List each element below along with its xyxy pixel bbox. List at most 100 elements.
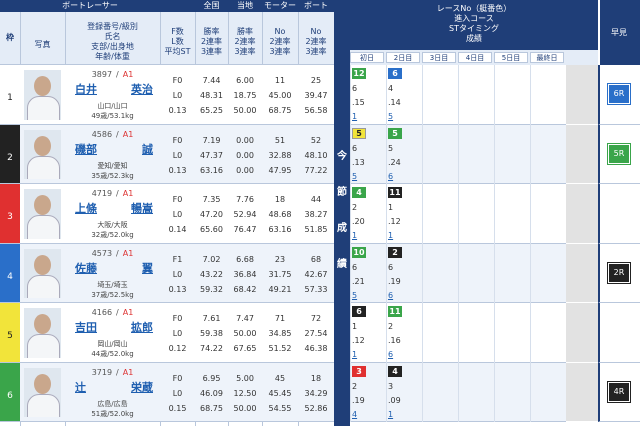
waku-number: 2	[7, 152, 13, 163]
day-label: 3日目	[429, 54, 449, 62]
header-photo: 写真	[34, 40, 51, 49]
header-fl: F数	[171, 27, 184, 36]
stat-motor: 23	[274, 254, 286, 264]
day-divider	[386, 124, 387, 184]
stat-boat: 34.29	[304, 388, 328, 398]
race-number: 4	[392, 366, 398, 376]
race-number: 4	[356, 188, 362, 197]
row	[20, 184, 334, 244]
photo-head	[34, 76, 51, 96]
age-weight: 32歳/52.0kg	[91, 231, 134, 239]
stat-local: 0.00	[236, 135, 254, 145]
header-no: 3連率	[269, 47, 291, 56]
cls: A1	[122, 189, 134, 198]
gray-cell	[566, 65, 598, 125]
stat-national: 7.61	[202, 314, 221, 323]
course: 3	[388, 381, 394, 391]
day-divider	[458, 362, 459, 422]
race-box	[388, 246, 402, 258]
reg: 3719	[91, 367, 113, 377]
header-motor: モーター	[264, 1, 296, 10]
stat-fl: L0	[172, 150, 183, 160]
stat-national: 43.22	[200, 269, 223, 279]
stat-local: 0.00	[236, 150, 254, 160]
rank: 5	[352, 290, 358, 300]
waku-number: 3	[7, 212, 13, 222]
day-divider	[422, 303, 423, 363]
stat-national: 7.35	[202, 195, 221, 204]
waku-cell	[0, 243, 20, 303]
hayami-cell	[598, 303, 640, 363]
day-divider	[530, 124, 531, 184]
stat-motor: 68.75	[268, 106, 292, 115]
course: 2	[388, 322, 394, 331]
race-box	[388, 68, 402, 79]
stat-local: 76.47	[233, 225, 257, 234]
day-divider	[494, 303, 495, 363]
race-number: 6	[392, 69, 398, 78]
stat-fl: L0	[172, 210, 183, 219]
waku-cell	[0, 303, 20, 363]
racer-name: 誠	[142, 142, 153, 156]
header-racer: ボートレーサー	[62, 1, 118, 10]
course: 2	[352, 203, 358, 212]
stat-boat: 25	[310, 76, 322, 85]
stat-local: 6.68	[236, 254, 254, 264]
race-box	[352, 127, 366, 139]
row	[20, 65, 334, 125]
reg: 4719	[91, 189, 113, 198]
day-divider	[530, 303, 531, 363]
stat-boat: 46.38	[304, 344, 328, 353]
stat-boat: 51.85	[304, 225, 328, 234]
race-box	[388, 187, 402, 198]
stat-fl: L0	[172, 329, 183, 338]
hayami-race: 6R	[613, 89, 625, 98]
stat-boat: 38.27	[304, 210, 328, 219]
racer-name: 翼	[142, 261, 153, 275]
stat-national: 7.19	[202, 135, 221, 145]
day-divider	[458, 184, 459, 244]
age-weight: 35歳/52.3kg	[91, 171, 134, 180]
race-box	[352, 365, 366, 377]
st: .20	[352, 217, 365, 226]
day-cell	[422, 52, 456, 63]
gray-cell	[566, 303, 598, 363]
stat-fl: 0.13	[168, 165, 187, 175]
header-rate: 3連率	[234, 47, 256, 56]
day-cell	[494, 52, 528, 63]
rank: 1	[388, 231, 394, 240]
race-number: 3	[356, 366, 362, 376]
age-weight: 44歳/52.0kg	[91, 350, 134, 358]
racer-name: 佐藤	[75, 261, 97, 275]
header-no: No	[310, 27, 322, 36]
course: 6	[352, 143, 358, 153]
day-label: 4日目	[465, 54, 485, 62]
st: .13	[352, 157, 365, 167]
stat-boat: 42.67	[304, 269, 328, 279]
header-fl: L数	[171, 37, 184, 46]
header-no: 2連率	[305, 37, 327, 46]
header-fl: 平均ST	[164, 47, 191, 56]
results-header-line: レースNo（艇番色）	[436, 4, 512, 13]
photo-body	[27, 96, 60, 120]
race-box	[352, 187, 366, 198]
stat-national: 7.44	[202, 76, 221, 85]
rank: 1	[352, 350, 358, 359]
age-weight: 49歳/53.1kg	[91, 112, 134, 120]
day-cell	[458, 52, 492, 63]
results-header	[350, 0, 598, 50]
stat-boat: 39.47	[304, 91, 328, 100]
day-divider	[350, 362, 351, 422]
racer-name: 上條	[75, 202, 97, 215]
stat-local: 68.42	[233, 284, 257, 294]
stat-fl: L0	[172, 388, 183, 398]
photo-head	[34, 254, 51, 275]
rank: 1	[388, 409, 394, 419]
day-divider	[350, 243, 351, 303]
photo	[24, 367, 61, 417]
rank: 5	[388, 112, 394, 121]
race-number: 2	[392, 247, 398, 257]
row	[20, 362, 334, 422]
racer-name: 拡郎	[131, 321, 153, 334]
reg: 3897	[91, 70, 113, 79]
